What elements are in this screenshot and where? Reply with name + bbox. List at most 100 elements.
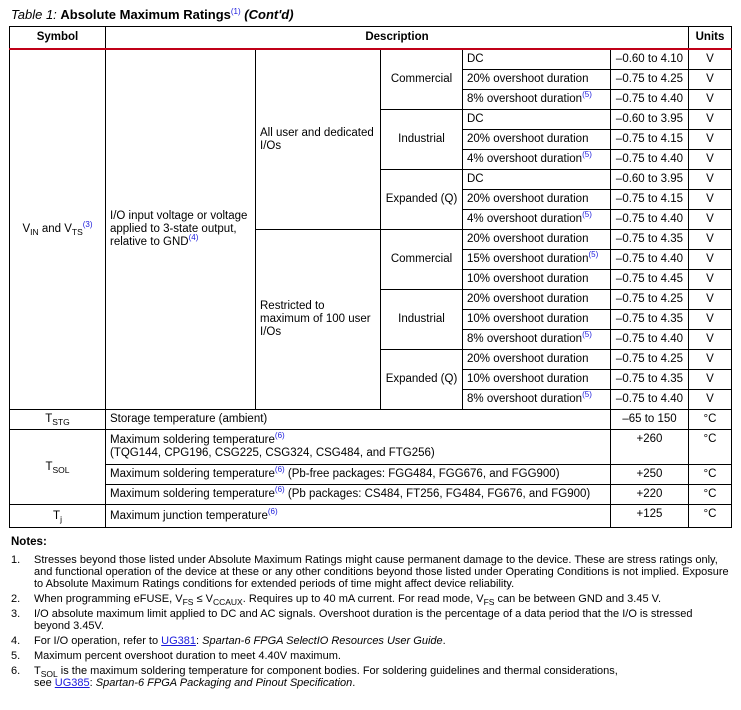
io-group-label: All user and dedicated I/Os <box>255 48 381 230</box>
unit: V <box>688 169 732 190</box>
condition: 8% overshoot duration(5) <box>462 89 611 110</box>
condition: 20% overshoot duration <box>462 189 611 210</box>
temperature-grade: Industrial <box>380 109 463 170</box>
value: –0.60 to 3.95 <box>610 109 689 130</box>
condition: 20% overshoot duration <box>462 349 611 370</box>
header-description: Description <box>105 26 689 50</box>
note-6: 6. TSOL is the maximum soldering temperat… <box>11 665 618 689</box>
value: –0.60 to 4.10 <box>610 48 689 70</box>
vin-row: 4% overshoot duration(5) –0.75 to 4.40 V <box>10 209 732 230</box>
table-caption: Table 1: Absolute Maximum Ratings(1) (Co… <box>11 7 294 22</box>
tsol-row: Maximum soldering temperature(6) (Pb pac… <box>10 484 732 505</box>
condition: 10% overshoot duration <box>462 269 611 290</box>
unit: V <box>688 189 732 210</box>
condition: 15% overshoot duration(5) <box>462 249 611 270</box>
unit: V <box>688 309 732 330</box>
table-header-row: Symbol Description Units <box>9 26 732 50</box>
description: Maximum junction temperature(6) <box>105 504 611 528</box>
unit: V <box>688 229 732 250</box>
value: –0.75 to 4.15 <box>610 129 689 150</box>
value: –0.75 to 4.35 <box>610 309 689 330</box>
value: –0.60 to 3.95 <box>610 169 689 190</box>
unit: V <box>688 89 732 110</box>
note-1: 1. Stresses beyond those listed under Abs… <box>11 554 729 590</box>
ug385-link[interactable]: UG385 <box>54 677 90 689</box>
tj-row: Tj Maximum junction temperature(6) +125 … <box>9 504 732 528</box>
value: –0.75 to 4.35 <box>610 229 689 250</box>
value: –0.75 to 4.35 <box>610 369 689 390</box>
vin-row: 10% overshoot duration –0.75 to 4.45 V <box>10 269 732 290</box>
temperature-grade: Expanded (Q) <box>380 169 463 230</box>
value: –0.75 to 4.40 <box>610 389 689 410</box>
value: –0.75 to 4.15 <box>610 189 689 210</box>
unit: V <box>688 209 732 230</box>
vin-row: 8% overshoot duration(5) –0.75 to 4.40 V <box>10 389 732 410</box>
unit: V <box>688 109 732 130</box>
unit: V <box>688 269 732 290</box>
unit: V <box>688 48 732 70</box>
condition: 20% overshoot duration <box>462 129 611 150</box>
value: +250 <box>610 464 689 485</box>
condition: 20% overshoot duration <box>462 289 611 310</box>
value: –0.75 to 4.40 <box>610 89 689 110</box>
symbol-vin-vts: VIN and VTS(3) <box>9 48 106 410</box>
description: Maximum soldering temperature(6) (TQG144,… <box>105 429 611 465</box>
value: –0.75 to 4.25 <box>610 349 689 370</box>
symbol-tstg: TSTG <box>9 409 106 430</box>
notes-title: Notes: <box>11 536 47 548</box>
unit: V <box>688 69 732 90</box>
absolute-maximum-ratings-table: Symbol Description Units VIN and VTS(3) I… <box>9 26 732 528</box>
description: Maximum soldering temperature(6) (Pb-fre… <box>105 464 611 485</box>
condition: 10% overshoot duration <box>462 369 611 390</box>
condition: 4% overshoot duration(5) <box>462 149 611 170</box>
io-group-label: Restricted to maximum of 100 user I/Os <box>255 229 381 410</box>
vin-row: Industrial DC –0.60 to 3.95 V <box>10 109 732 170</box>
value: –0.75 to 4.40 <box>610 209 689 230</box>
condition: DC <box>462 109 611 130</box>
vin-row: 4% overshoot duration(5) –0.75 to 4.40 V <box>10 149 732 170</box>
vin-row: 10% overshoot duration –0.75 to 4.35 V <box>10 369 732 390</box>
unit: V <box>688 249 732 270</box>
value: –65 to 150 <box>610 409 689 430</box>
condition: 10% overshoot duration <box>462 309 611 330</box>
value: –0.75 to 4.40 <box>610 149 689 170</box>
unit: V <box>688 389 732 410</box>
vin-row: Restricted to maximum of 100 user I/Os Co… <box>10 229 732 410</box>
vin-row: 20% overshoot duration –0.75 to 4.15 V <box>10 189 732 210</box>
condition: 4% overshoot duration(5) <box>462 209 611 230</box>
unit: V <box>688 329 732 350</box>
notes-section: Notes: 1. Stresses beyond those listed un… <box>11 536 731 692</box>
tsol-row: TSOL Maximum soldering temperature(6) (TQ… <box>9 429 732 505</box>
header-symbol: Symbol <box>9 26 106 50</box>
condition: 8% overshoot duration(5) <box>462 329 611 350</box>
temperature-grade: Commercial <box>380 229 463 290</box>
value: –0.75 to 4.40 <box>610 329 689 350</box>
value: –0.75 to 4.25 <box>610 289 689 310</box>
value: +260 <box>610 429 689 465</box>
vin-row: 15% overshoot duration(5) –0.75 to 4.40 V <box>10 249 732 270</box>
temperature-grade: Expanded (Q) <box>380 349 463 410</box>
header-units: Units <box>688 26 732 50</box>
value: +125 <box>610 504 689 528</box>
note-3: 3. I/O absolute maximum limit applied to … <box>11 608 693 632</box>
unit: V <box>688 149 732 170</box>
condition: 20% overshoot duration <box>462 229 611 250</box>
vin-row: Industrial 20% overshoot duration –0.75 to… <box>10 289 732 350</box>
unit: °C <box>688 484 732 505</box>
unit: V <box>688 349 732 370</box>
value: –0.75 to 4.25 <box>610 69 689 90</box>
note-5: 5. Maximum percent overshoot duration to … <box>11 650 341 662</box>
value: –0.75 to 4.45 <box>610 269 689 290</box>
description: Maximum soldering temperature(6) (Pb pac… <box>105 484 611 505</box>
temperature-grade: Commercial <box>380 48 463 110</box>
tstg-row: TSTG Storage temperature (ambient) –65 t… <box>9 409 732 430</box>
vin-row: VIN and VTS(3) I/O input voltage or volta… <box>9 48 732 410</box>
vin-row: 20% overshoot duration –0.75 to 4.15 V <box>10 129 732 150</box>
value: –0.75 to 4.40 <box>610 249 689 270</box>
unit: °C <box>688 464 732 485</box>
symbol-tj: Tj <box>9 504 106 528</box>
ug381-link[interactable]: UG381 <box>161 635 197 647</box>
unit: °C <box>688 409 732 430</box>
unit: V <box>688 369 732 390</box>
note-4: 4. For I/O operation, refer to UG381: Spa… <box>11 635 446 647</box>
